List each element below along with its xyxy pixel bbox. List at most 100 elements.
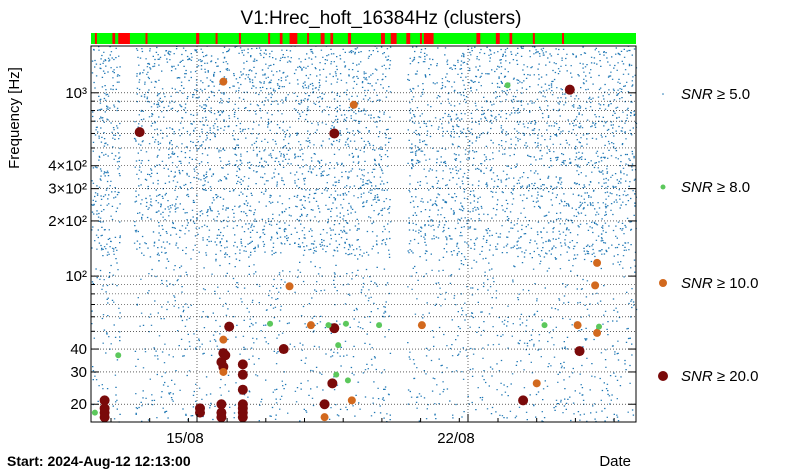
- data-point: [237, 412, 248, 423]
- segment-bar-bad: [330, 33, 334, 44]
- segment-bar-bad: [347, 33, 352, 44]
- segment-bar-bad: [94, 33, 97, 44]
- data-point: [267, 320, 274, 327]
- segment-bar-bad: [279, 33, 283, 44]
- data-point: [320, 413, 329, 422]
- segment-bar-bad: [509, 33, 513, 44]
- segment-bar-bad: [495, 33, 500, 44]
- segment-bar-bad: [532, 33, 535, 44]
- data-point: [376, 322, 383, 329]
- segment-bar-bad: [381, 33, 385, 44]
- segment-bar-bad: [196, 33, 200, 44]
- data-point: [319, 399, 330, 410]
- legend-marker: [659, 279, 667, 287]
- segment-bar-bad: [320, 33, 325, 44]
- y-tick-label: 30: [70, 364, 87, 381]
- data-point: [573, 321, 582, 330]
- data-point: [329, 128, 340, 139]
- y-tick-label: 4×10²: [48, 158, 87, 175]
- segment-bar-good: [91, 33, 636, 44]
- segment-bar-bad: [145, 33, 148, 44]
- data-point: [99, 412, 110, 423]
- data-point: [115, 352, 122, 359]
- x-tick-label: 22/08: [437, 430, 475, 447]
- segment-bar-bad: [423, 33, 434, 44]
- background-trigger-cloud: [91, 45, 638, 423]
- legend: SNR ≥ 5.0 SNR ≥ 8.0 SNR ≥ 10.0 SNR ≥ 20.0: [658, 86, 758, 385]
- data-point: [237, 384, 248, 395]
- data-point: [591, 281, 600, 290]
- data-point: [219, 77, 228, 86]
- segment-bar-bad: [268, 33, 271, 44]
- y-tick-label: 40: [70, 341, 87, 358]
- segment-bar-bad: [419, 33, 422, 44]
- data-point: [347, 396, 356, 405]
- data-point: [541, 322, 548, 329]
- data-point: [344, 377, 351, 384]
- data-point: [532, 379, 541, 388]
- data-point: [216, 412, 227, 423]
- data-point: [219, 335, 228, 344]
- data-point: [504, 82, 511, 89]
- data-point: [216, 399, 227, 410]
- data-point: [278, 344, 289, 355]
- y-tick-label: 2×10²: [48, 213, 87, 230]
- y-tick-label: 20: [70, 396, 87, 413]
- legend-marker: [662, 93, 664, 95]
- data-point: [237, 369, 248, 380]
- plot-frame: [90, 45, 637, 423]
- data-point: [219, 367, 228, 376]
- segment-bar-bad: [238, 33, 241, 44]
- data-point: [306, 321, 315, 330]
- segment-bar-bad: [476, 33, 481, 44]
- plot-area: [91, 46, 636, 422]
- y-tick-label: 10²: [65, 268, 87, 285]
- segment-bar-bad: [215, 33, 218, 44]
- data-point: [596, 323, 603, 330]
- data-point: [134, 127, 145, 138]
- x-axis-label: Date: [599, 453, 631, 470]
- x-axis: 15/08 22/08: [110, 414, 615, 447]
- data-point: [593, 258, 602, 267]
- data-point: [99, 395, 110, 406]
- y-tick-label: 3×10²: [48, 181, 87, 198]
- segment-bar-bad: [307, 33, 310, 44]
- start-label: Start: 2024-Aug-12 12:13:00: [7, 453, 191, 469]
- data-point: [349, 100, 358, 109]
- plot-background: [91, 46, 636, 422]
- legend-marker: [658, 371, 668, 381]
- data-point: [327, 378, 338, 389]
- grid: [91, 46, 636, 422]
- segment-bar-bad: [562, 33, 565, 44]
- data-point: [417, 321, 426, 330]
- data-point: [335, 342, 342, 349]
- segment-bar-bad: [112, 33, 116, 44]
- data-point: [593, 328, 602, 337]
- legend-label: SNR ≥ 8.0: [681, 179, 750, 196]
- segment-bar-bad: [118, 33, 130, 44]
- segment-bar-bad: [289, 33, 298, 44]
- data-point: [285, 282, 294, 291]
- data-point: [325, 322, 332, 329]
- legend-label: SNR ≥ 5.0: [681, 86, 750, 103]
- data-point: [574, 346, 585, 357]
- y-axis-label: Frequency [Hz]: [6, 67, 23, 169]
- background-triggers: [91, 45, 638, 423]
- segment-bar: [91, 33, 636, 44]
- legend-label: SNR ≥ 10.0: [681, 275, 758, 292]
- legend-label: SNR ≥ 20.0: [681, 368, 758, 385]
- segment-bar-bad: [390, 33, 397, 44]
- data-point: [329, 323, 340, 334]
- data-point: [564, 84, 575, 95]
- x-tick-label: 15/08: [166, 430, 204, 447]
- data-point: [237, 359, 248, 370]
- data-point: [91, 409, 98, 416]
- segment-bar-bad: [406, 33, 411, 44]
- chart-title: V1:Hrec_hoft_16384Hz (clusters): [241, 8, 522, 29]
- data-point: [333, 371, 340, 378]
- legend-marker: [660, 184, 666, 190]
- data-point: [518, 395, 529, 406]
- plot-border: [90, 45, 637, 423]
- y-axis: 20 30 40 10² 2×10² 3×10² 4×10² 10³: [48, 85, 636, 413]
